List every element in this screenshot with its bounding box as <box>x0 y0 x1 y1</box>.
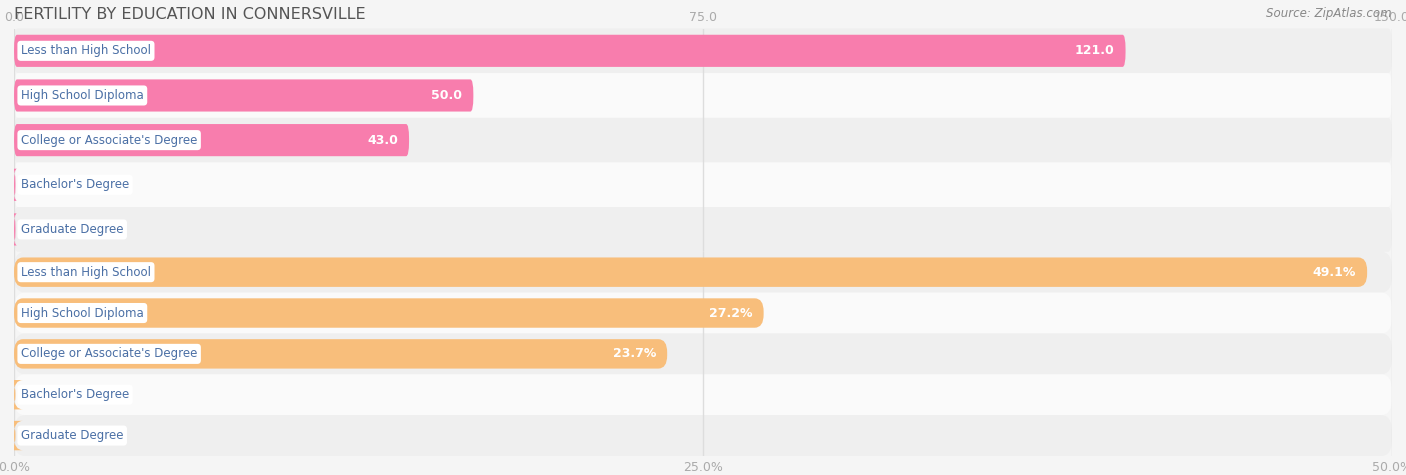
Text: Less than High School: Less than High School <box>21 266 150 279</box>
FancyBboxPatch shape <box>14 73 1392 118</box>
Text: 43.0: 43.0 <box>367 133 398 147</box>
FancyBboxPatch shape <box>14 252 1392 293</box>
FancyBboxPatch shape <box>14 35 1126 67</box>
FancyBboxPatch shape <box>7 421 22 450</box>
Text: High School Diploma: High School Diploma <box>21 89 143 102</box>
FancyBboxPatch shape <box>7 380 22 409</box>
FancyBboxPatch shape <box>14 257 1367 287</box>
Text: 0.0%: 0.0% <box>27 388 59 401</box>
Text: FERTILITY BY EDUCATION IN CONNERSVILLE: FERTILITY BY EDUCATION IN CONNERSVILLE <box>14 7 366 22</box>
Text: 0.0: 0.0 <box>27 223 46 236</box>
Text: Bachelor's Degree: Bachelor's Degree <box>21 178 129 191</box>
Text: College or Associate's Degree: College or Associate's Degree <box>21 133 197 147</box>
FancyBboxPatch shape <box>14 162 1392 207</box>
Text: 27.2%: 27.2% <box>709 306 752 320</box>
FancyBboxPatch shape <box>14 339 668 369</box>
Text: 49.1%: 49.1% <box>1313 266 1357 279</box>
Text: Bachelor's Degree: Bachelor's Degree <box>21 388 129 401</box>
FancyBboxPatch shape <box>14 415 1392 456</box>
FancyBboxPatch shape <box>14 28 1392 73</box>
FancyBboxPatch shape <box>14 118 1392 162</box>
Text: 121.0: 121.0 <box>1074 44 1115 57</box>
Text: 23.7%: 23.7% <box>613 347 657 361</box>
Text: High School Diploma: High School Diploma <box>21 306 143 320</box>
FancyBboxPatch shape <box>14 79 474 112</box>
Text: 0.0: 0.0 <box>27 178 46 191</box>
Text: Graduate Degree: Graduate Degree <box>21 429 124 442</box>
Text: College or Associate's Degree: College or Associate's Degree <box>21 347 197 361</box>
FancyBboxPatch shape <box>14 124 409 156</box>
FancyBboxPatch shape <box>14 333 1392 374</box>
FancyBboxPatch shape <box>14 207 1392 252</box>
FancyBboxPatch shape <box>14 298 763 328</box>
Text: Less than High School: Less than High School <box>21 44 150 57</box>
Text: 50.0: 50.0 <box>432 89 463 102</box>
Text: Graduate Degree: Graduate Degree <box>21 223 124 236</box>
Text: 0.0%: 0.0% <box>27 429 59 442</box>
FancyBboxPatch shape <box>14 374 1392 415</box>
FancyBboxPatch shape <box>14 293 1392 333</box>
FancyBboxPatch shape <box>13 169 17 201</box>
Text: Source: ZipAtlas.com: Source: ZipAtlas.com <box>1267 7 1392 20</box>
FancyBboxPatch shape <box>13 213 17 246</box>
